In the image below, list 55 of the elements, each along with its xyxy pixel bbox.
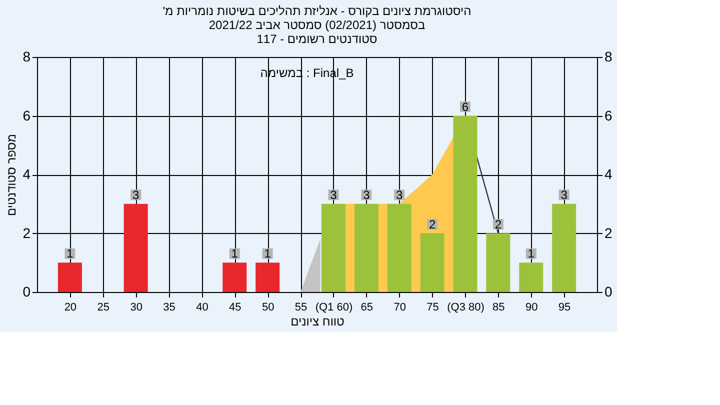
- bar: [486, 233, 510, 292]
- x-tick-label: 50: [262, 302, 274, 314]
- x-tick-label: 20: [64, 302, 77, 314]
- data-label: 3: [363, 188, 370, 202]
- bar: [519, 262, 544, 292]
- y-tick-label: 4: [22, 166, 31, 182]
- bar: [222, 262, 247, 292]
- x-tick-label: 75: [426, 302, 439, 314]
- x-tick-label: 55: [294, 302, 308, 314]
- data-label: 2: [428, 217, 436, 232]
- x-tick-label: 45: [229, 302, 242, 314]
- bar: [256, 262, 280, 292]
- text: בסמסטר (02/2021) סמסטר אביב 2021/22: [208, 18, 426, 32]
- bar: [321, 204, 346, 292]
- y-tick-label: 0: [22, 284, 31, 300]
- x-tick-label: 25: [97, 302, 110, 314]
- data-label: 1: [231, 246, 238, 261]
- data-label: 1: [264, 246, 272, 261]
- bar: [354, 204, 378, 292]
- x-tick-label: 35: [163, 302, 176, 314]
- y-tick-label: 8: [22, 48, 31, 64]
- y-tick-label: 2: [22, 224, 31, 241]
- x-tick-label: 70: [394, 302, 406, 314]
- data-label: 2: [494, 217, 502, 232]
- x-tick-label: 90: [525, 302, 538, 314]
- data-label: 3: [560, 188, 568, 202]
- y-tick-label: 6: [22, 107, 31, 124]
- data-label: 3: [396, 188, 404, 202]
- x-tick-label: 65: [360, 302, 374, 314]
- y2-tick-label: 6: [604, 107, 612, 124]
- data-label: 6: [462, 100, 469, 114]
- bar: [552, 204, 576, 292]
- bar: [58, 262, 82, 292]
- x-tick-label: 85: [492, 302, 505, 314]
- y-axis-title: מספר סטודנטים: [4, 134, 19, 216]
- bar: [453, 116, 478, 292]
- bar: [387, 204, 412, 292]
- x-tick-label: 95: [558, 302, 571, 314]
- x-axis-title: טווח ציונים: [290, 314, 345, 328]
- data-label: 1: [528, 246, 535, 261]
- text: 'היסטוגרמת ציונים בקורס - אנליזת תהליכים בשיטות נומריות מ: [162, 4, 472, 18]
- y2-tick-label: 0: [604, 284, 612, 300]
- text: סטודנטים רשומים - 117: [256, 32, 378, 46]
- data-label: 1: [66, 246, 74, 261]
- x-tick-label: 40: [196, 302, 208, 314]
- y2-tick-label: 2: [604, 224, 612, 241]
- data-label: 3: [132, 188, 140, 202]
- bar: [124, 204, 148, 292]
- bar: [420, 233, 444, 292]
- x-tick-label: (Q3 80): [447, 302, 484, 314]
- y2-tick-label: 8: [604, 48, 612, 64]
- x-tick-label: 30: [130, 302, 142, 314]
- y2-tick-label: 4: [604, 166, 612, 182]
- data-label: 3: [330, 188, 338, 202]
- x-tick-label: (Q1 60): [315, 302, 353, 314]
